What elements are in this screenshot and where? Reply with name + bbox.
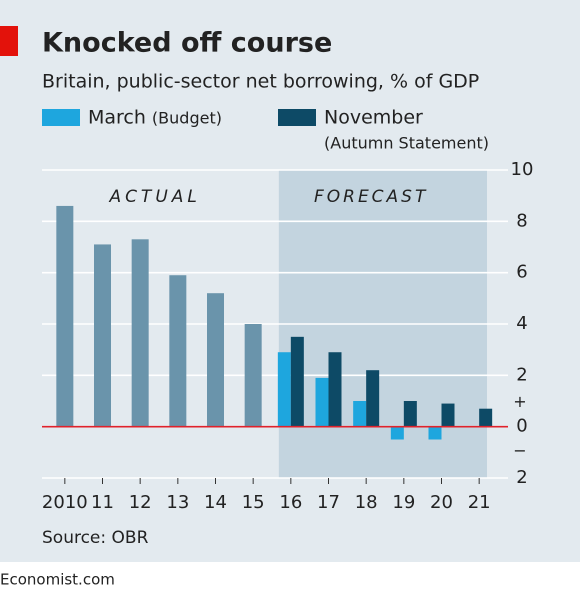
legend-swatch xyxy=(42,109,80,126)
sign-plus: + xyxy=(513,392,526,411)
bar xyxy=(290,336,304,427)
x-tick-label: 16 xyxy=(279,492,302,513)
sign-minus: − xyxy=(513,441,526,460)
bar xyxy=(207,293,224,427)
bar xyxy=(441,403,455,427)
legend-note: (Autumn Statement) xyxy=(324,134,489,153)
y-tick-label: 0 xyxy=(516,416,527,437)
y-tick-label: 2 xyxy=(516,467,527,488)
legend-note: (Budget) xyxy=(152,109,222,128)
bar xyxy=(479,408,493,427)
bar xyxy=(56,205,74,427)
y-tick-label: 4 xyxy=(516,313,527,334)
red-tag xyxy=(0,26,18,56)
bar xyxy=(169,275,187,427)
x-tick-label: 14 xyxy=(204,492,227,513)
bar xyxy=(366,370,380,427)
x-tick-label: 11 xyxy=(91,492,114,513)
bar xyxy=(353,401,367,427)
y-tick-label: 10 xyxy=(511,159,534,180)
y-tick-label: 8 xyxy=(516,210,527,231)
bar xyxy=(428,426,442,440)
bar xyxy=(403,401,417,427)
chart-subtitle: Britain, public-sector net borrowing, % … xyxy=(42,71,479,93)
bar xyxy=(315,377,329,427)
bar xyxy=(94,244,111,427)
x-tick-label: 21 xyxy=(468,492,491,513)
x-tick-label: 19 xyxy=(392,492,415,513)
bar xyxy=(390,426,404,440)
bar xyxy=(244,324,262,427)
legend-swatch xyxy=(278,109,316,126)
y-tick-label: 2 xyxy=(516,364,527,385)
actual-label: ACTUAL xyxy=(108,187,200,207)
x-tick-label: 15 xyxy=(242,492,265,513)
source: Source: OBR xyxy=(42,528,149,548)
legend-label: November xyxy=(324,107,423,129)
legend-label: March xyxy=(88,107,146,129)
y-tick-label: 6 xyxy=(516,262,527,283)
bar xyxy=(131,239,149,427)
x-tick-label: 12 xyxy=(129,492,152,513)
bar xyxy=(277,352,291,427)
forecast-label: FORECAST xyxy=(314,187,428,207)
x-tick-label: 2010 xyxy=(42,492,88,513)
bar xyxy=(328,352,342,427)
x-tick-label: 17 xyxy=(317,492,340,513)
footer: Economist.com xyxy=(0,571,115,589)
x-tick-label: 18 xyxy=(355,492,378,513)
chart-title: Knocked off course xyxy=(42,28,332,59)
x-tick-label: 20 xyxy=(430,492,453,513)
x-tick-label: 13 xyxy=(166,492,189,513)
